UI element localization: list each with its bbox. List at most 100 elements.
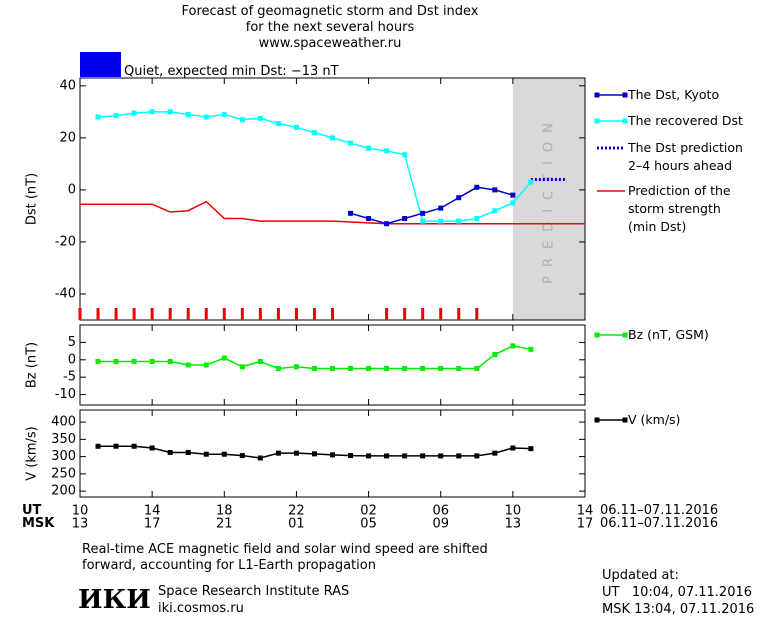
point xyxy=(275,365,281,371)
point xyxy=(113,359,119,365)
y-tick-label: -20 xyxy=(55,234,76,249)
point xyxy=(402,152,408,158)
point xyxy=(438,205,444,211)
updated-title: Updated at: xyxy=(602,568,679,583)
point xyxy=(149,445,155,451)
legend-marker xyxy=(594,417,600,423)
point xyxy=(257,455,263,461)
point xyxy=(492,450,498,456)
y-tick-label: 200 xyxy=(51,484,76,499)
plot-frame xyxy=(79,409,586,498)
legend-label: The recovered Dst xyxy=(628,113,743,128)
site: iki.cosmos.ru xyxy=(158,601,244,616)
x-tick-label: 14 xyxy=(577,504,594,519)
point xyxy=(366,365,372,371)
prediction-label: PREDICTION xyxy=(541,114,556,284)
legend-label: The Dst, Kyoto xyxy=(628,87,720,102)
point xyxy=(257,115,263,121)
legend-marker xyxy=(622,417,628,423)
point xyxy=(330,365,335,371)
legend-label: Bz (nT, GSM) xyxy=(628,327,709,342)
point xyxy=(366,145,372,151)
msk-tick-label: 21 xyxy=(216,517,233,532)
legend-label: V (km/s) xyxy=(628,412,681,427)
point xyxy=(420,218,426,224)
y-tick-label: 40 xyxy=(59,78,76,93)
point xyxy=(113,113,119,119)
point xyxy=(348,210,354,216)
point xyxy=(149,359,155,365)
point xyxy=(185,449,191,455)
title-line: for the next several hours xyxy=(245,20,415,35)
x-tick-label: 10 xyxy=(505,504,522,519)
series-line xyxy=(97,111,532,222)
point xyxy=(438,365,444,371)
point xyxy=(239,453,245,459)
msk-tick-label: 13 xyxy=(72,517,89,532)
point xyxy=(131,359,137,365)
point xyxy=(293,364,299,370)
point xyxy=(239,364,245,370)
point xyxy=(474,365,480,371)
point xyxy=(528,179,534,185)
point xyxy=(420,453,426,459)
point xyxy=(510,343,516,349)
x-tick-label: 10 xyxy=(72,504,89,519)
x-tick-label: 14 xyxy=(144,504,161,519)
y-tick-label: -40 xyxy=(55,286,76,301)
y-tick-label: -10 xyxy=(55,387,76,402)
y-tick-label: 350 xyxy=(51,432,76,447)
msk-tick-label: 13 xyxy=(505,517,522,532)
point xyxy=(95,443,101,449)
point xyxy=(149,109,155,115)
prediction-zone xyxy=(512,78,585,320)
point xyxy=(438,453,444,459)
point xyxy=(275,121,281,127)
point xyxy=(311,451,317,457)
point xyxy=(384,221,390,227)
msk-label: MSK xyxy=(22,516,55,531)
series-line xyxy=(350,186,514,225)
y-axis-title: Dst (nT) xyxy=(25,173,40,225)
ut-label: UT xyxy=(22,503,42,518)
point xyxy=(366,453,372,459)
y-tick-label: 250 xyxy=(51,466,76,481)
point xyxy=(492,208,498,214)
point xyxy=(293,450,299,456)
date-range: 06.11–07.11.2016 xyxy=(600,516,719,531)
y-tick-label: 400 xyxy=(51,415,76,430)
y-tick-label: 0 xyxy=(68,352,76,367)
note: Real-time ACE magnetic field and solar w… xyxy=(82,542,488,573)
point xyxy=(330,452,335,458)
point xyxy=(203,114,209,120)
point xyxy=(221,355,227,361)
point xyxy=(203,451,209,457)
point xyxy=(167,449,173,455)
y-axis-title: Bz (nT) xyxy=(25,342,40,388)
point xyxy=(203,362,209,368)
legend-marker xyxy=(594,332,600,338)
point xyxy=(510,445,516,451)
point xyxy=(456,218,462,224)
legend-marker xyxy=(622,332,628,338)
legend-label: Prediction of the storm strength (min Ds… xyxy=(628,183,731,234)
point xyxy=(185,362,191,368)
point xyxy=(293,124,299,130)
y-tick-label: -5 xyxy=(63,370,76,385)
institute: Space Research Institute RAS xyxy=(158,584,350,599)
title-line: www.spaceweather.ru xyxy=(258,36,402,51)
point xyxy=(167,359,173,365)
msk-tick-label: 17 xyxy=(577,517,594,532)
point xyxy=(348,140,354,146)
point xyxy=(438,218,444,224)
point xyxy=(113,443,119,449)
x-tick-label: 02 xyxy=(360,504,377,519)
plot-frame xyxy=(79,77,586,321)
point xyxy=(510,192,516,198)
series-line xyxy=(98,345,532,370)
point xyxy=(275,450,281,456)
point xyxy=(221,451,227,457)
point xyxy=(348,453,354,459)
x-tick-label: 18 xyxy=(216,504,233,519)
point xyxy=(366,216,372,222)
